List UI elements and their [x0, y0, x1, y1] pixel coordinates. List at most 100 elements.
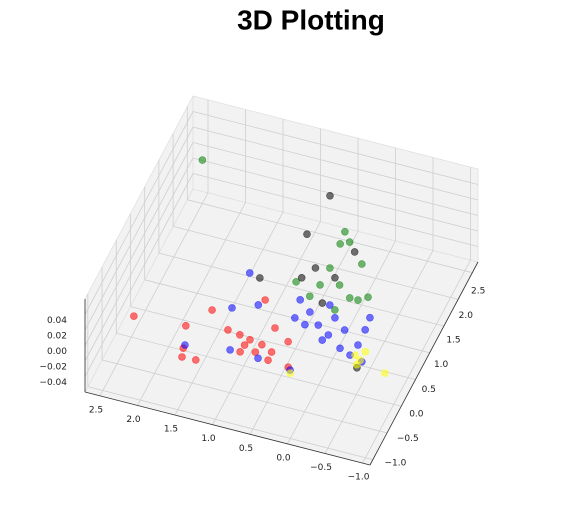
x-tick-label: 1.0	[201, 434, 216, 444]
grid-line	[130, 306, 416, 380]
point	[305, 292, 314, 301]
grid-line	[287, 240, 396, 445]
point	[181, 341, 189, 349]
point	[350, 248, 359, 256]
grid-line	[84, 142, 194, 346]
x-tick-label: 1.5	[164, 425, 178, 435]
grid-line	[84, 126, 194, 331]
point	[261, 296, 269, 304]
point	[301, 320, 309, 329]
point	[345, 294, 354, 302]
grid-line	[192, 142, 479, 216]
point	[318, 336, 327, 344]
point	[271, 324, 279, 332]
point	[208, 306, 216, 314]
x-tick-label: −0.5	[310, 463, 332, 473]
z-tick-label: 0.04	[47, 316, 67, 326]
y-axis-line	[369, 261, 479, 466]
point	[340, 326, 349, 334]
point	[291, 314, 299, 322]
grid-line	[249, 231, 359, 435]
point	[286, 369, 294, 377]
grid-line	[144, 279, 430, 354]
point	[345, 238, 354, 246]
point	[198, 156, 207, 164]
point	[331, 306, 339, 314]
grid-line	[192, 157, 479, 232]
point	[306, 308, 314, 316]
x-tick-label: 2.5	[89, 405, 103, 415]
grid-line	[116, 332, 402, 407]
grid-line	[173, 226, 459, 300]
point	[326, 191, 334, 200]
x-tick-label: −1.0	[348, 473, 370, 483]
point	[240, 341, 249, 349]
point	[256, 274, 264, 282]
point	[254, 354, 262, 363]
point	[264, 356, 272, 365]
y-tick-label: 2.0	[459, 311, 474, 321]
x-tick-label: 2.0	[126, 415, 141, 425]
point	[341, 227, 349, 236]
grid-line	[324, 250, 434, 454]
point	[358, 260, 366, 268]
y-tick-label: 2.5	[471, 286, 485, 296]
point	[314, 321, 323, 329]
grid-line	[192, 173, 479, 247]
point	[331, 314, 339, 322]
point	[361, 326, 369, 334]
point	[354, 341, 362, 349]
z-tick-label: 0.02	[47, 332, 67, 342]
grid-line	[187, 199, 473, 274]
point	[228, 304, 236, 312]
point	[335, 281, 344, 289]
point	[191, 356, 200, 364]
grid-line	[84, 157, 194, 362]
point	[324, 331, 333, 339]
point	[226, 346, 234, 354]
grid-line	[99, 192, 209, 397]
point	[297, 273, 306, 282]
point	[296, 296, 304, 304]
grid-line	[158, 252, 444, 327]
z-tick-label: −0.02	[39, 363, 67, 373]
point	[292, 278, 300, 286]
grid-line	[84, 173, 194, 377]
point	[326, 264, 334, 272]
point	[258, 340, 266, 349]
grid-line	[212, 221, 321, 425]
point	[366, 313, 374, 322]
z-tick-label: −0.04	[39, 378, 67, 388]
point	[254, 301, 263, 309]
point	[245, 269, 254, 277]
grid-line	[137, 202, 246, 406]
point	[351, 351, 359, 359]
point	[318, 299, 327, 307]
point	[326, 301, 334, 309]
grid-line	[192, 126, 479, 201]
grid-line	[362, 259, 471, 464]
point	[364, 293, 372, 302]
point	[380, 369, 389, 377]
point	[267, 348, 276, 356]
y-tick-label: −1.0	[384, 459, 406, 469]
point	[316, 281, 324, 289]
grid-line	[101, 359, 388, 434]
x-tick-label: 0.0	[276, 453, 291, 463]
point	[284, 337, 292, 346]
y-tick-label: 0.5	[422, 385, 436, 395]
z-tick-label: 0.00	[47, 347, 67, 357]
point	[354, 296, 362, 304]
grid-line	[87, 386, 373, 461]
point	[130, 312, 138, 320]
point	[224, 326, 232, 334]
chart-title: 3D Plotting	[237, 4, 385, 35]
point	[246, 335, 254, 344]
point	[182, 321, 190, 330]
y-tick-label: 0.0	[409, 409, 424, 419]
point	[353, 360, 361, 369]
point	[361, 347, 370, 356]
point	[178, 353, 186, 361]
